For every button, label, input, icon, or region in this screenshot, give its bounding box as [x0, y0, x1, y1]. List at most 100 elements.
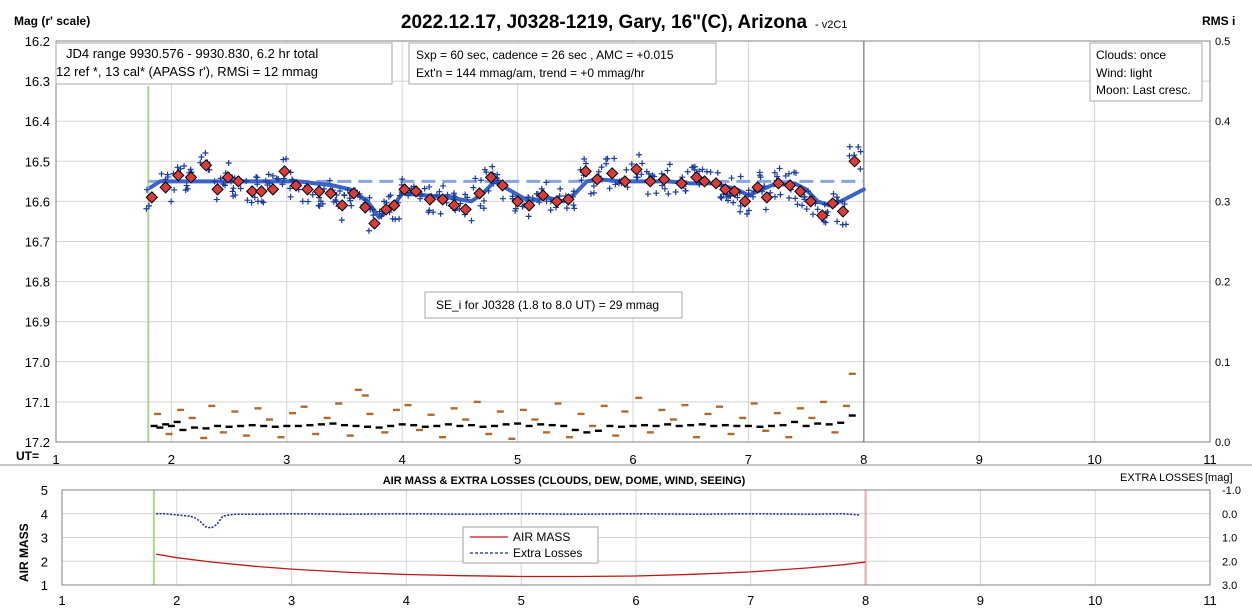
plus-point-22 [184, 185, 191, 192]
rms-mark-0-51 [710, 424, 718, 428]
plus-point-292 [737, 202, 744, 209]
rms-mark-1-6 [219, 431, 227, 434]
plus-point-37 [229, 188, 236, 195]
rms-mark-0-41 [594, 429, 602, 432]
plus-point-161 [451, 190, 458, 197]
rms-mark-1-21 [381, 431, 389, 434]
plus-point-151 [436, 188, 443, 195]
binned-point-54 [794, 185, 807, 198]
plus-point-108 [366, 194, 373, 201]
binned-point-35 [562, 193, 575, 206]
plus-point-220 [581, 156, 588, 163]
plus-point-50 [244, 197, 251, 204]
binned-point-57 [826, 197, 839, 210]
airmass-line [155, 553, 866, 578]
plus-point-38 [230, 185, 237, 192]
rms-mark-1-47 [681, 403, 689, 407]
plus-point-224 [590, 189, 597, 196]
plus-point-137 [396, 192, 403, 199]
plus-point-34 [211, 178, 218, 185]
plus-point-88 [316, 203, 323, 210]
legend-airmass-label: AIR MASS [513, 530, 570, 544]
plus-point-291 [726, 192, 733, 199]
rms-mark-1-36 [554, 402, 562, 405]
plus-point-117 [376, 208, 383, 215]
plus-point-164 [464, 194, 471, 201]
plus-point-35 [217, 175, 224, 182]
binned-point-9 [255, 185, 268, 198]
rms-mark-1-58 [808, 416, 816, 420]
binned-point-19 [368, 217, 381, 230]
rms-mark-1-19 [361, 394, 369, 397]
rms-mark-0-56 [767, 424, 775, 428]
top-right-axis-label: RMS i [1202, 14, 1235, 28]
rms-mark-0-8 [214, 424, 222, 428]
binned-point-26 [447, 199, 461, 212]
rms-mark-0-58 [791, 420, 799, 424]
top-x-tick-3: 3 [283, 452, 290, 467]
top-rms-series [150, 372, 856, 440]
top-y2-tick-0.3: 0.3 [1215, 196, 1230, 208]
plus-point-172 [470, 184, 477, 191]
plus-point-288 [730, 199, 737, 206]
plus-point-289 [734, 194, 741, 201]
info-box-right: Clouds: once Wind: light Moon: Last cres… [1089, 42, 1203, 102]
rms-mark-0-35 [525, 424, 533, 428]
plus-point-43 [237, 185, 244, 192]
top-y-tick-16.9: 16.9 [25, 315, 50, 330]
plus-point-149 [426, 183, 433, 190]
bottom-x-tick-7: 7 [747, 593, 754, 608]
bottom-y2-tick-3.0: 3.0 [1222, 580, 1237, 592]
top-x-axis-label: UT= [16, 449, 39, 463]
plus-point-307 [762, 206, 769, 213]
rms-mark-0-47 [664, 423, 672, 426]
rms-mark-1-46 [669, 418, 677, 421]
plus-point-118 [370, 212, 377, 219]
rms-mark-1-52 [739, 416, 747, 420]
rms-mark-1-30 [485, 432, 493, 436]
bottom-x-tick-11: 11 [1203, 593, 1217, 608]
plus-point-171 [477, 202, 484, 209]
chart-title: 2022.12.17, J0328-1219, Gary, 16"(C), Ar… [401, 12, 808, 33]
bottom-legend: AIR MASS Extra Losses [462, 526, 599, 564]
plus-point-111 [357, 194, 364, 201]
plus-point-77 [287, 185, 294, 192]
plus-point-74 [287, 193, 294, 200]
plus-point-10 [158, 170, 165, 177]
plus-point-67 [280, 156, 287, 163]
plus-point-84 [315, 202, 322, 209]
plus-point-115 [365, 227, 372, 234]
plus-point-297 [745, 187, 752, 194]
plus-point-229 [612, 181, 619, 188]
rms-mark-1-42 [621, 410, 629, 413]
rms-mark-0-18 [329, 422, 337, 425]
bottom-x-tick-2: 2 [173, 593, 180, 608]
rms-mark-1-27 [450, 407, 458, 410]
binned-point-39 [618, 175, 632, 188]
plus-point-257 [661, 185, 668, 192]
plus-point-23 [187, 166, 194, 173]
rms-mark-0-55 [756, 425, 764, 428]
plus-point-359 [846, 152, 853, 159]
binned-point-29 [484, 171, 498, 184]
plus-point-81 [299, 198, 306, 205]
plus-point-213 [570, 202, 577, 209]
plus-point-138 [418, 191, 425, 198]
plus-point-354 [857, 148, 864, 155]
rms-mark-0-34 [514, 422, 522, 425]
rms-mark-1-31 [496, 410, 504, 413]
plus-point-303 [749, 193, 756, 200]
bottom-y-tick-1: 1 [41, 578, 48, 593]
plus-point-170 [480, 197, 487, 204]
plus-point-283 [718, 195, 725, 202]
rms-mark-1-56 [785, 435, 793, 439]
rms-mark-1-35 [542, 431, 550, 434]
top-y-tick-17.2: 17.2 [25, 435, 50, 450]
bottom-y-tick-4: 4 [41, 507, 48, 522]
bottom-series [155, 513, 866, 578]
rms-mark-0-2 [162, 423, 170, 426]
plus-point-249 [651, 173, 658, 180]
rms-mark-1-17 [346, 434, 354, 437]
rms-mark-1-45 [658, 408, 666, 412]
